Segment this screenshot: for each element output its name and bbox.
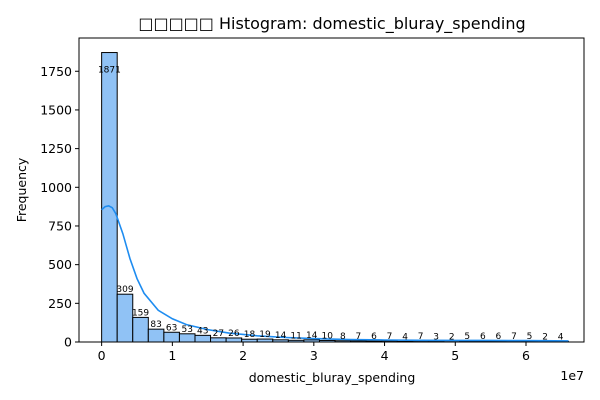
- bar-value-label: 5: [527, 332, 533, 342]
- x-axis-ticks: 0 1 2 3 4 5 6: [98, 342, 530, 363]
- y-tick-label: 1250: [40, 141, 72, 156]
- kde-curve: [101, 205, 569, 342]
- bar-value-label: 27: [213, 329, 224, 339]
- x-tick-label: 5: [451, 348, 459, 363]
- x-tick-label: 4: [381, 348, 389, 363]
- y-axis-ticks: 0 250 500 750 1000 1250 1500 1750: [40, 64, 79, 350]
- bar-value-label: 19: [259, 330, 271, 340]
- bar-value-label: 7: [356, 332, 362, 342]
- bar-value-label: 2: [449, 333, 455, 343]
- y-tick-label: 500: [48, 257, 72, 272]
- bar-value-label: 1871: [98, 66, 121, 76]
- x-axis-offset-text: 1e7: [560, 368, 584, 383]
- bar-value-label: 2: [542, 333, 548, 343]
- bar-value-label: 14: [306, 331, 318, 341]
- y-tick-label: 0: [64, 335, 72, 350]
- bar-value-label: 159: [132, 308, 149, 318]
- y-tick-label: 1500: [40, 102, 72, 117]
- bar-value-label: 83: [150, 320, 161, 330]
- y-tick-label: 250: [48, 296, 72, 311]
- y-axis-label: Frequency: [14, 157, 29, 222]
- bar-value-label: 43: [197, 326, 208, 336]
- y-tick-label: 1750: [40, 64, 72, 79]
- bar-value-label: 5: [464, 332, 470, 342]
- bar-value-label: 7: [418, 332, 424, 342]
- x-tick-label: 2: [239, 348, 247, 363]
- histogram-bar: [132, 316, 149, 343]
- bar-value-label: 53: [181, 325, 192, 335]
- histogram-bar: [163, 331, 180, 343]
- x-tick-label: 0: [98, 348, 106, 363]
- histogram-bar: [147, 328, 165, 343]
- bar-value-label: 6: [480, 332, 486, 342]
- x-tick-label: 3: [310, 348, 318, 363]
- bar-value-label: 10: [322, 331, 334, 341]
- bar-value-label: 3: [433, 333, 439, 343]
- bar-value-label: 4: [558, 332, 564, 342]
- histogram-bar: [101, 52, 118, 343]
- bar-value-label: 26: [228, 329, 240, 339]
- y-tick-label: 1000: [40, 180, 72, 195]
- plot-frame: [78, 37, 585, 343]
- y-tick-label: 750: [48, 218, 72, 233]
- chart-title: □□□□□ Histogram: domestic_bluray_spendin…: [138, 14, 525, 34]
- bar-value-label: 4: [402, 332, 408, 342]
- bar-value-label: 18: [244, 330, 256, 340]
- histogram-bar: [116, 293, 134, 343]
- bar-value-label: 309: [116, 285, 133, 295]
- bar-value-label: 8: [340, 332, 346, 342]
- x-tick-label: 1: [168, 348, 176, 363]
- bar-value-label: 6: [371, 332, 377, 342]
- histogram-bar: [178, 333, 196, 343]
- x-tick-label: 6: [522, 348, 530, 363]
- bar-value-label: 63: [166, 323, 177, 333]
- bars-group: [101, 52, 569, 343]
- bar-value-label: 14: [275, 331, 287, 341]
- bar-value-label: 11: [290, 331, 301, 341]
- bar-value-label: 7: [387, 332, 393, 342]
- bar-value-label: 6: [496, 332, 502, 342]
- bar-value-label: 7: [511, 332, 517, 342]
- x-axis-label: domestic_bluray_spending: [249, 370, 416, 385]
